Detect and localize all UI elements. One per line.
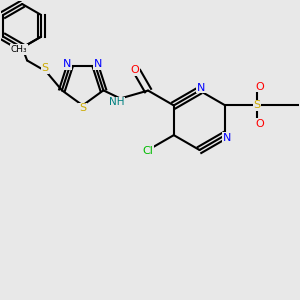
Text: N: N	[223, 133, 231, 143]
Text: N: N	[63, 59, 71, 69]
Text: S: S	[254, 100, 260, 110]
Text: O: O	[131, 65, 140, 75]
Text: Cl: Cl	[142, 146, 153, 156]
Text: S: S	[41, 63, 49, 74]
Text: N: N	[94, 59, 103, 69]
Text: CH₃: CH₃	[11, 45, 28, 54]
Text: O: O	[256, 82, 264, 92]
Text: N: N	[197, 82, 206, 93]
Text: O: O	[256, 119, 264, 129]
Text: S: S	[79, 103, 86, 113]
Text: NH: NH	[109, 98, 124, 107]
